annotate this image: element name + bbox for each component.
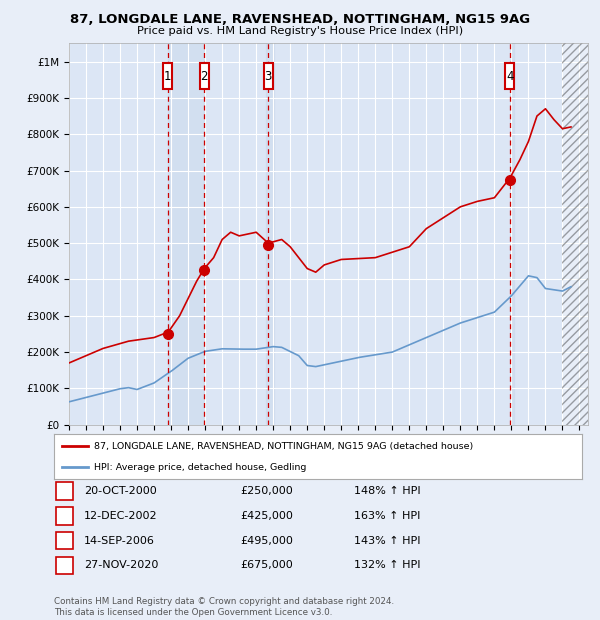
- Bar: [167, 43, 204, 425]
- Text: 163% ↑ HPI: 163% ↑ HPI: [354, 511, 421, 521]
- Text: 4: 4: [61, 560, 68, 570]
- Text: 4: 4: [506, 69, 514, 82]
- Text: HPI: Average price, detached house, Gedling: HPI: Average price, detached house, Gedl…: [94, 463, 306, 472]
- Text: 143% ↑ HPI: 143% ↑ HPI: [354, 536, 421, 546]
- Bar: [266, 43, 274, 425]
- Text: 148% ↑ HPI: 148% ↑ HPI: [354, 486, 421, 496]
- FancyBboxPatch shape: [562, 43, 588, 425]
- Text: 2: 2: [61, 511, 68, 521]
- Text: 12-DEC-2002: 12-DEC-2002: [84, 511, 158, 521]
- Text: £495,000: £495,000: [240, 536, 293, 546]
- Bar: [510, 43, 514, 425]
- Text: £675,000: £675,000: [240, 560, 293, 570]
- Text: 2: 2: [200, 69, 208, 82]
- Text: 27-NOV-2020: 27-NOV-2020: [84, 560, 158, 570]
- Bar: [505, 63, 514, 89]
- Text: £250,000: £250,000: [240, 486, 293, 496]
- Text: Contains HM Land Registry data © Crown copyright and database right 2024.
This d: Contains HM Land Registry data © Crown c…: [54, 598, 394, 617]
- Text: 14-SEP-2006: 14-SEP-2006: [84, 536, 155, 546]
- Text: 1: 1: [61, 486, 68, 496]
- Bar: [163, 63, 172, 89]
- Text: 3: 3: [61, 536, 68, 546]
- Text: £425,000: £425,000: [240, 511, 293, 521]
- Text: 20-OCT-2000: 20-OCT-2000: [84, 486, 157, 496]
- Bar: [264, 63, 272, 89]
- Bar: [200, 63, 209, 89]
- Text: 87, LONGDALE LANE, RAVENSHEAD, NOTTINGHAM, NG15 9AG (detached house): 87, LONGDALE LANE, RAVENSHEAD, NOTTINGHA…: [94, 442, 473, 451]
- Text: 3: 3: [265, 69, 272, 82]
- Text: 87, LONGDALE LANE, RAVENSHEAD, NOTTINGHAM, NG15 9AG: 87, LONGDALE LANE, RAVENSHEAD, NOTTINGHA…: [70, 14, 530, 26]
- Text: Price paid vs. HM Land Registry's House Price Index (HPI): Price paid vs. HM Land Registry's House …: [137, 26, 463, 36]
- Text: 132% ↑ HPI: 132% ↑ HPI: [354, 560, 421, 570]
- Text: 1: 1: [164, 69, 172, 82]
